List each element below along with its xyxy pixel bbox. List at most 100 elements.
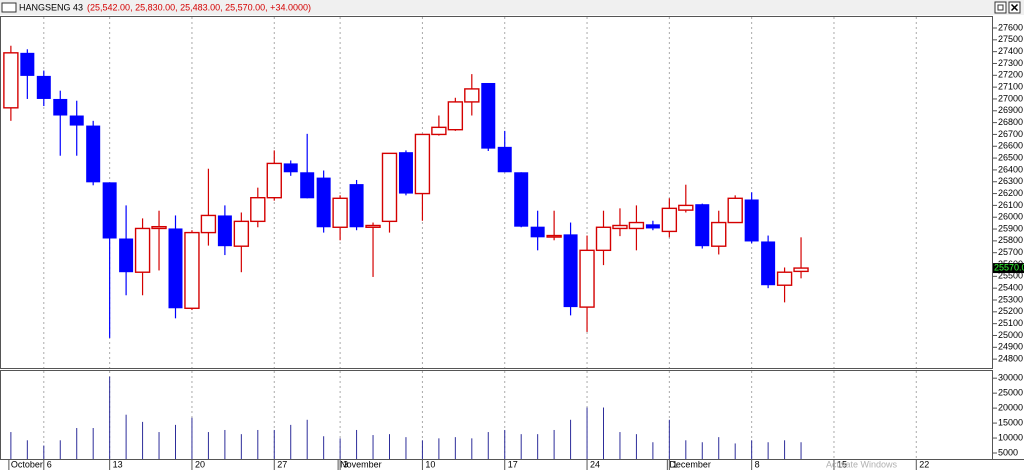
y-tick-label: 26400 — [998, 164, 1023, 174]
y-tick-label: 25400 — [998, 283, 1023, 293]
y-tick-label: 25900 — [998, 223, 1023, 233]
y-tick-label: 26100 — [998, 200, 1023, 210]
y-tick-label: 27200 — [998, 70, 1023, 80]
month-label: October — [11, 459, 43, 469]
y-tick-label: 26600 — [998, 141, 1023, 151]
candle-body — [481, 82, 496, 149]
candle-body — [661, 207, 678, 233]
candle-body — [744, 199, 759, 242]
x-tick-label: 20 — [195, 459, 205, 469]
chart-subtitle: (25,542.00, 25,830.00, 25,483.00, 25,570… — [87, 2, 311, 12]
y-tick-label: 26700 — [998, 129, 1023, 139]
candle-body — [233, 220, 250, 247]
x-tick-label: 1 — [672, 459, 677, 469]
month-label: December — [669, 459, 711, 469]
candle-body — [497, 146, 512, 173]
candle-body — [119, 238, 134, 273]
y-tick-label: 25700 — [998, 247, 1023, 257]
x-tick-label: 15 — [837, 459, 847, 469]
candle-body — [316, 177, 331, 228]
x-tick-label: 27 — [277, 459, 287, 469]
y-tick-label: 26900 — [998, 105, 1023, 115]
candle-body — [612, 224, 628, 230]
y2-tick-label: 10000 — [998, 432, 1023, 442]
y-tick-label: 27300 — [998, 58, 1023, 68]
y-tick-label: 25000 — [998, 330, 1023, 340]
x-tick-label: 3 — [343, 459, 348, 469]
watermark: Activate Windows — [826, 459, 898, 469]
candle-body — [431, 126, 447, 136]
y-tick-label: 27400 — [998, 46, 1023, 56]
y-tick-label: 25300 — [998, 294, 1023, 304]
candle-body — [300, 172, 315, 199]
y-tick-label: 26200 — [998, 188, 1023, 198]
candle-body — [628, 221, 645, 230]
x-tick-label: 13 — [113, 459, 123, 469]
y-tick-label: 25800 — [998, 235, 1023, 245]
candle-body — [134, 227, 151, 273]
restore-button[interactable] — [994, 1, 1007, 14]
y-tick-label: 26000 — [998, 212, 1023, 222]
candle-body — [283, 163, 298, 173]
y-tick-label: 24800 — [998, 354, 1023, 364]
candle-body — [332, 197, 348, 228]
chart-title: HANGSENG 43 — [19, 2, 83, 12]
close-icon — [1010, 3, 1019, 12]
x-tick-label: 8 — [755, 459, 760, 469]
y2-tick-label: 5000 — [998, 447, 1018, 457]
month-label: November — [340, 459, 382, 469]
y-tick-label: 26800 — [998, 117, 1023, 127]
candle-body — [398, 152, 413, 194]
y-tick-label: 27500 — [998, 34, 1023, 44]
candle-body — [151, 225, 167, 230]
y-tick-label: 27100 — [998, 82, 1023, 92]
candle-body — [200, 214, 217, 234]
price-panel — [0, 16, 993, 369]
x-tick-label: 24 — [590, 459, 600, 469]
candle-body — [168, 228, 183, 309]
y-tick-label: 25200 — [998, 306, 1023, 316]
candle-body — [365, 224, 381, 228]
y-tick-label: 26500 — [998, 152, 1023, 162]
y-tick-label: 25100 — [998, 318, 1023, 328]
candle-body — [414, 133, 431, 195]
x-tick-label: 22 — [919, 459, 929, 469]
x-tick-label: 17 — [508, 459, 518, 469]
y-tick-label: 27600 — [998, 22, 1023, 32]
candle-body — [266, 162, 282, 199]
candle-body — [563, 234, 578, 308]
y-tick-label: 26300 — [998, 176, 1023, 186]
candle-body — [184, 231, 200, 309]
candle-body — [579, 249, 595, 308]
candle-body — [36, 75, 51, 99]
candle-body — [530, 226, 545, 238]
candle-body — [86, 125, 101, 183]
restore-icon — [997, 4, 1004, 11]
candle-body — [447, 101, 464, 131]
candle-body — [695, 204, 710, 247]
x-tick-label: 6 — [47, 459, 52, 469]
y2-tick-label: 25000 — [998, 388, 1023, 398]
candle-body — [776, 271, 793, 286]
candle-body — [793, 267, 809, 273]
candle-body — [514, 172, 529, 227]
candle-body — [464, 88, 480, 103]
candle-body — [102, 182, 117, 239]
candle-body — [761, 241, 776, 286]
y2-tick-label: 20000 — [998, 402, 1023, 412]
candle-body — [546, 234, 562, 238]
y2-tick-label: 15000 — [998, 417, 1023, 427]
candle-body — [595, 226, 612, 252]
candle-body — [727, 197, 743, 224]
candle-body — [217, 215, 232, 247]
y-tick-label: 25500 — [998, 271, 1023, 281]
candle-body — [645, 224, 660, 229]
y-tick-label: 24900 — [998, 342, 1023, 352]
y2-tick-label: 30000 — [998, 373, 1023, 383]
candle-body — [3, 52, 19, 109]
y-tick-label: 27000 — [998, 93, 1023, 103]
x-tick-label: 10 — [425, 459, 435, 469]
